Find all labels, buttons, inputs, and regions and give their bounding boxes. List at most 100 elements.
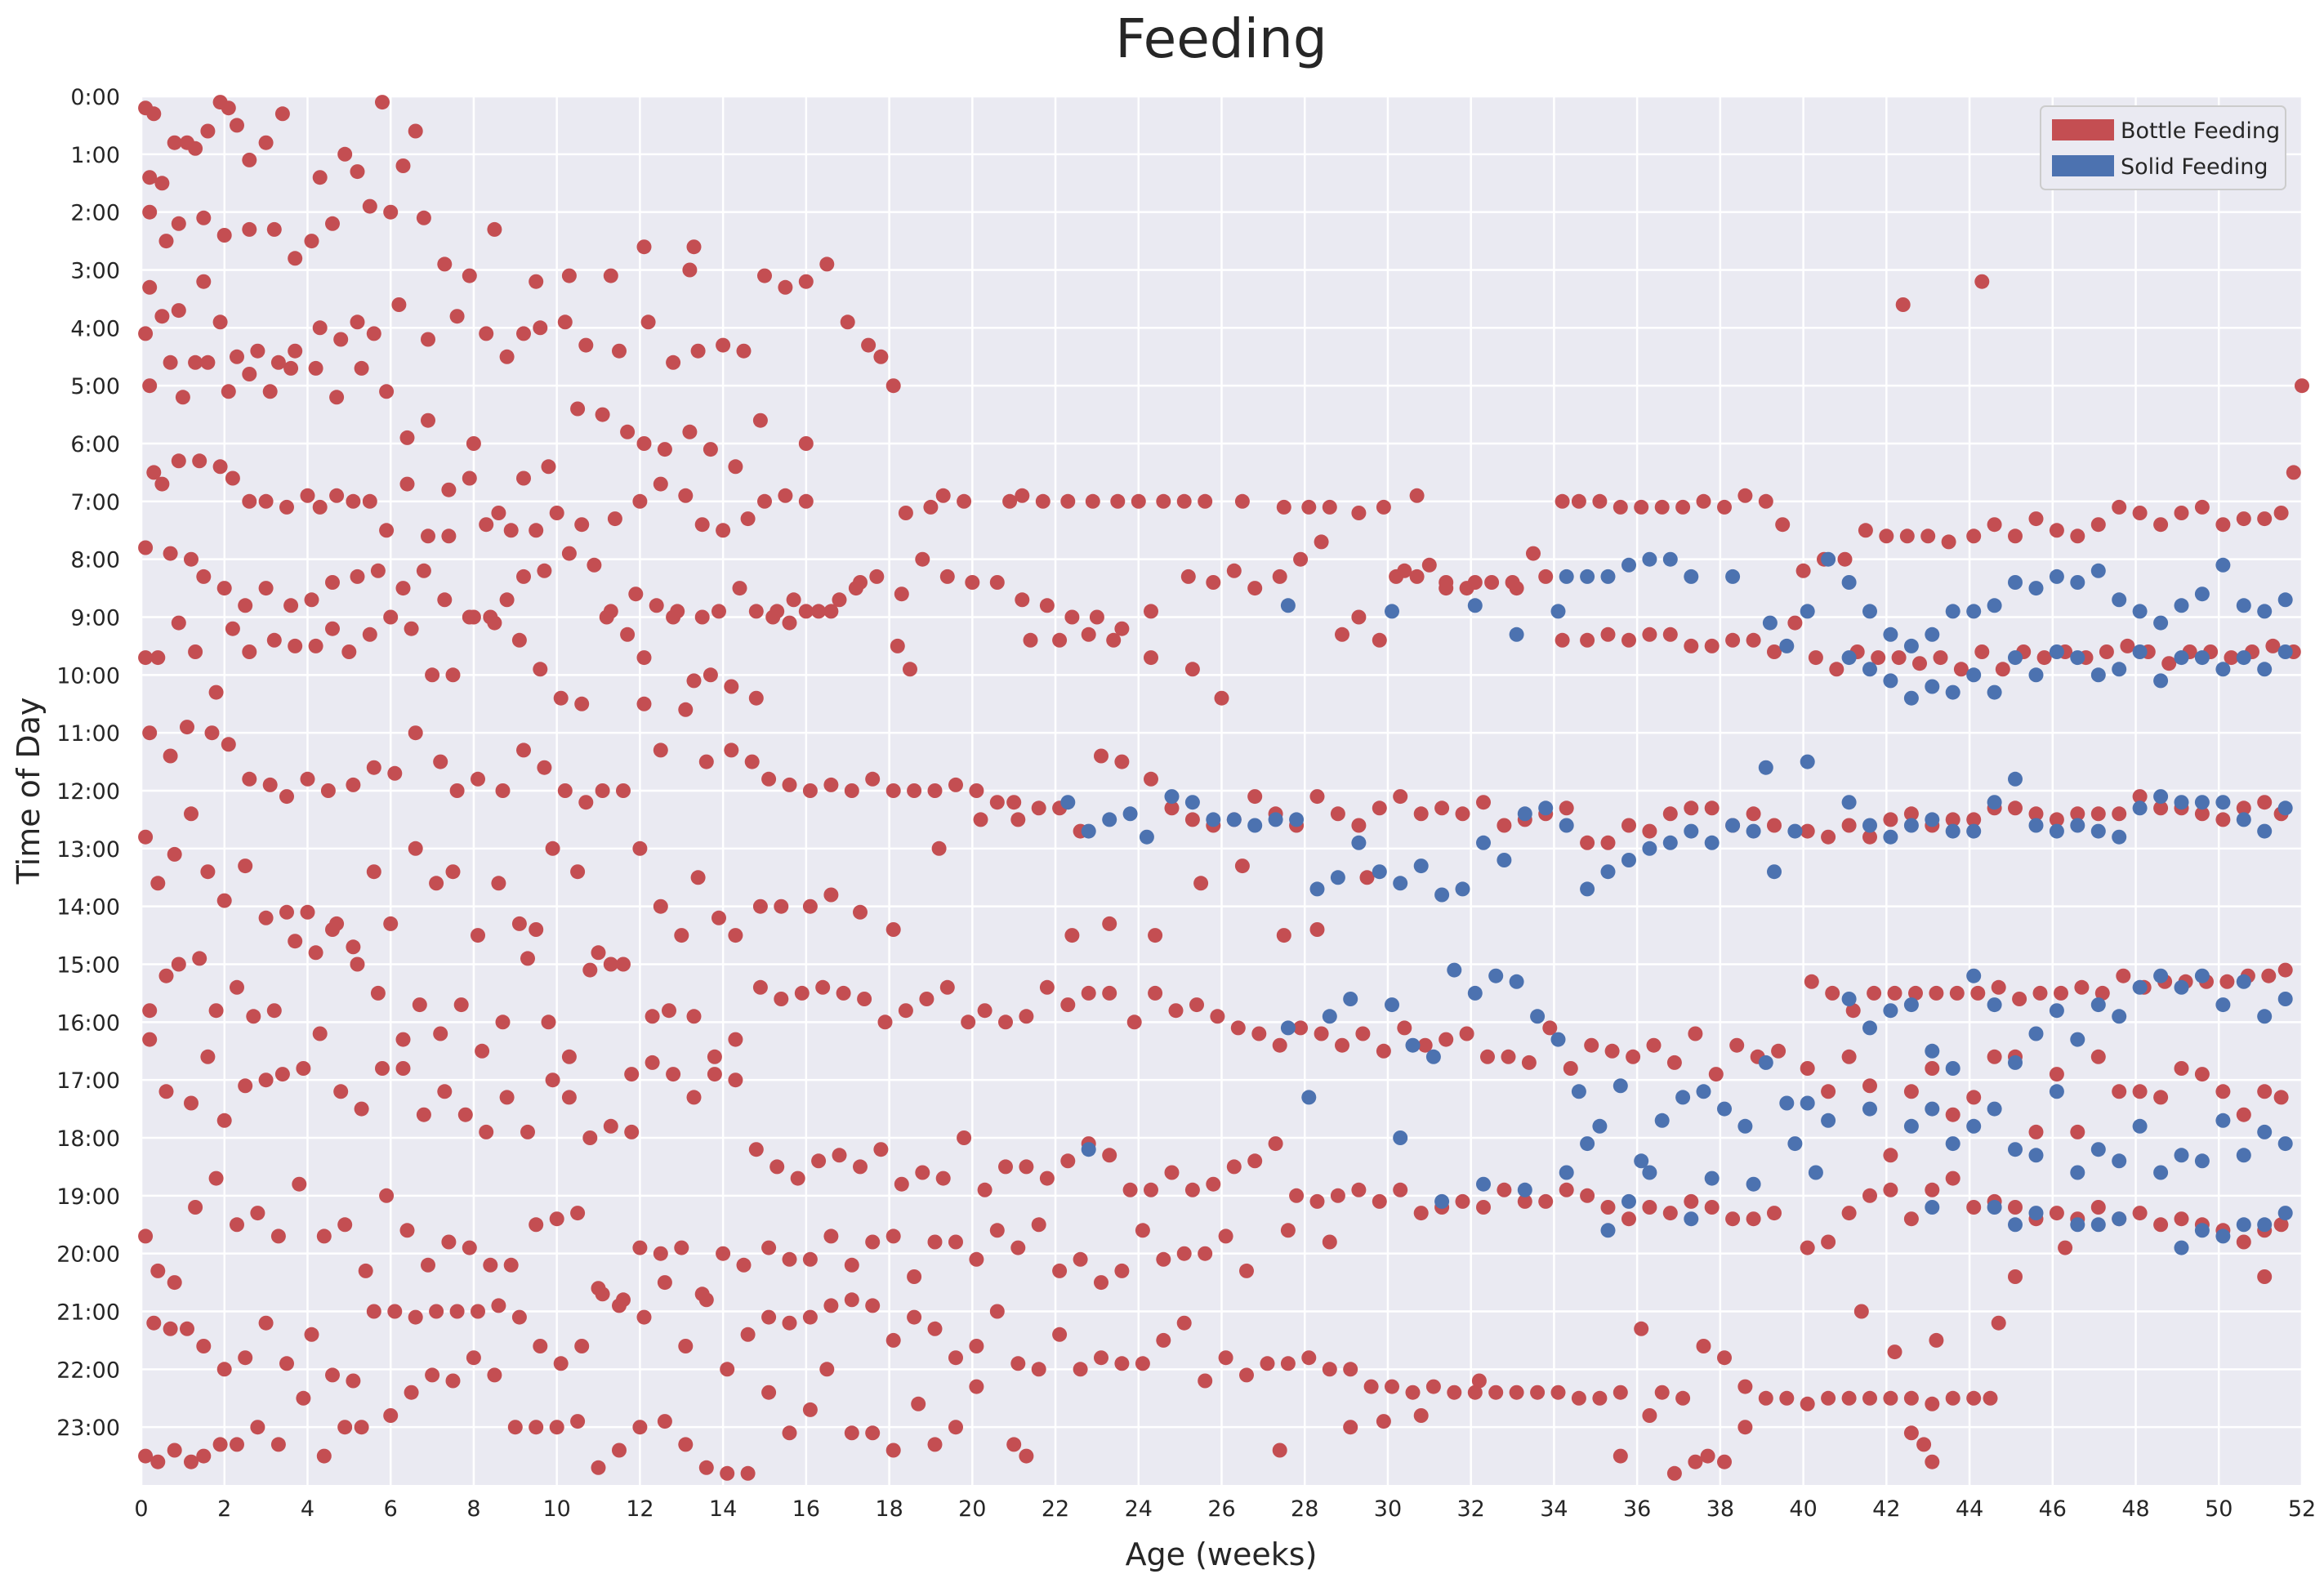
bottle-feeding-point xyxy=(437,592,453,608)
solid-feeding-point xyxy=(2070,818,2085,833)
bottle-feeding-point xyxy=(499,349,515,364)
solid-feeding-point xyxy=(2049,1003,2064,1019)
bottle-feeding-point xyxy=(1397,1020,1412,1036)
bottle-feeding-point xyxy=(1662,627,1678,642)
bottle-feeding-point xyxy=(1131,493,1146,509)
y-tick-label: 15:00 xyxy=(56,953,120,979)
bottle-feeding-point xyxy=(1903,806,1919,822)
bottle-feeding-point xyxy=(163,546,178,561)
bottle-feeding-point xyxy=(811,1153,827,1169)
bottle-feeding-point xyxy=(225,621,240,636)
bottle-feeding-point xyxy=(1966,1390,1982,1406)
bottle-feeding-point xyxy=(2286,465,2301,480)
bottle-feeding-point xyxy=(416,1107,431,1122)
bottle-feeding-point xyxy=(1218,1350,1233,1366)
bottle-feeding-point xyxy=(337,1420,353,1435)
bottle-feeding-point xyxy=(761,1385,777,1400)
bottle-feeding-point xyxy=(441,482,457,497)
x-tick-label: 42 xyxy=(1872,1496,1900,1522)
bottle-feeding-point xyxy=(545,841,560,856)
bottle-feeding-point xyxy=(1476,1200,1491,1215)
bottle-feeding-point xyxy=(167,1443,182,1458)
solid-feeding-point xyxy=(2090,1217,2106,1233)
bottle-feeding-point xyxy=(678,702,694,717)
bottle-feeding-point xyxy=(1929,985,1944,1001)
bottle-feeding-point xyxy=(1144,604,1158,619)
solid-feeding-point xyxy=(1550,1032,1566,1047)
bottle-feeding-point xyxy=(1409,569,1425,584)
bottle-feeding-point xyxy=(1268,1136,1283,1152)
solid-feeding-point xyxy=(1746,1176,1761,1192)
bottle-feeding-point xyxy=(682,424,698,439)
bottle-feeding-point xyxy=(736,343,752,359)
bottle-feeding-point xyxy=(703,667,718,683)
bottle-feeding-point xyxy=(927,1437,943,1452)
bottle-feeding-point xyxy=(1019,1009,1034,1024)
bottle-feeding-point xyxy=(325,216,340,231)
bottle-feeding-point xyxy=(491,1298,506,1313)
solid-feeding-point xyxy=(1862,662,1877,677)
bottle-feeding-point xyxy=(653,742,668,758)
bottle-feeding-point xyxy=(728,928,743,943)
bottle-feeding-point xyxy=(636,436,652,451)
y-tick-label: 13:00 xyxy=(56,837,120,863)
solid-feeding-point xyxy=(2174,1240,2189,1255)
bottle-feeding-point xyxy=(230,118,244,133)
x-tick-label: 14 xyxy=(709,1496,737,1522)
bottle-feeding-point xyxy=(1974,274,1990,289)
bottle-feeding-point xyxy=(1355,1026,1371,1041)
bottle-feeding-point xyxy=(931,841,947,856)
bottle-feeding-point xyxy=(1343,1362,1358,1377)
solid-feeding-point xyxy=(1883,627,1898,642)
bottle-feeding-point xyxy=(300,771,315,787)
bottle-feeding-point xyxy=(246,1009,261,1024)
bottle-feeding-point xyxy=(163,355,178,370)
bottle-feeding-point xyxy=(1198,1246,1213,1261)
bottle-feeding-point xyxy=(1945,1171,1960,1186)
solid-feeding-point xyxy=(1717,1101,1732,1117)
solid-feeding-point xyxy=(1592,1118,1608,1134)
bottle-feeding-point xyxy=(1351,506,1367,520)
bottle-feeding-point xyxy=(250,343,265,359)
bottle-feeding-point xyxy=(782,615,797,631)
bottle-feeding-point xyxy=(1421,557,1437,573)
bottle-feeding-point xyxy=(1871,650,1886,666)
bottle-feeding-point xyxy=(1970,985,1986,1001)
bottle-feeding-point xyxy=(1800,1396,1815,1411)
bottle-feeding-point xyxy=(142,378,158,394)
solid-feeding-point xyxy=(1351,835,1367,850)
bottle-feeding-point xyxy=(2049,812,2064,827)
solid-feeding-point xyxy=(2153,1165,2169,1180)
solid-feeding-point xyxy=(1821,1113,1836,1128)
bottle-feeding-point xyxy=(433,754,448,769)
bottle-feeding-point xyxy=(142,170,158,185)
bottle-feeding-point xyxy=(238,858,253,874)
bottle-feeding-point xyxy=(312,1026,328,1041)
bottle-feeding-point xyxy=(1925,1396,1940,1411)
bottle-feeding-point xyxy=(1717,1454,1732,1469)
x-tick-label: 26 xyxy=(1207,1496,1235,1522)
bottle-feeding-point xyxy=(774,992,789,1006)
solid-feeding-point xyxy=(1184,795,1200,810)
bottle-feeding-point xyxy=(1925,1182,1940,1197)
bottle-feeding-point xyxy=(208,1171,224,1186)
bottle-feeding-point xyxy=(1642,823,1657,839)
bottle-feeding-point xyxy=(346,493,361,509)
bottle-feeding-point xyxy=(1580,1188,1595,1203)
bottle-feeding-point xyxy=(1821,1390,1836,1406)
bottle-feeding-point xyxy=(1039,979,1055,995)
bottle-feeding-point xyxy=(1767,644,1782,659)
bottle-feeding-point xyxy=(337,1217,353,1233)
bottle-feeding-point xyxy=(379,1188,395,1203)
bottle-feeding-point xyxy=(425,1367,440,1383)
bottle-feeding-point xyxy=(1052,1263,1068,1278)
bottle-feeding-point xyxy=(848,581,863,596)
bottle-feeding-point xyxy=(1887,985,1902,1001)
bottle-feeding-point xyxy=(1060,493,1076,509)
bottle-feeding-point xyxy=(1156,1332,1171,1348)
bottle-feeding-point xyxy=(790,1171,805,1186)
bottle-feeding-point xyxy=(1094,1275,1108,1291)
bottle-feeding-point xyxy=(529,922,544,937)
solid-feeding-point xyxy=(2257,1009,2273,1024)
solid-feeding-point xyxy=(2174,979,2189,995)
